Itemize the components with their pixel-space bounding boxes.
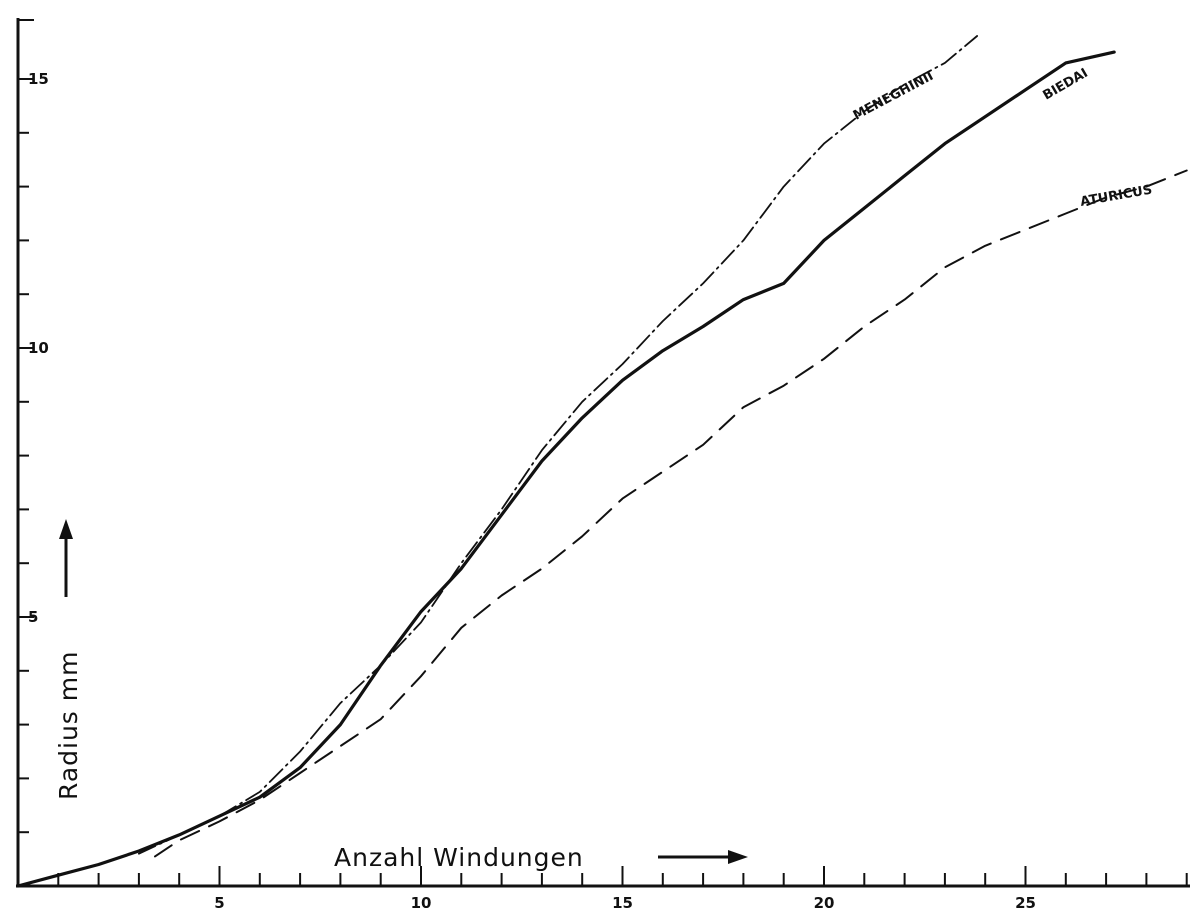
x-tick-label: 20 xyxy=(814,894,835,912)
axes xyxy=(16,18,1190,888)
x-tick-label: 15 xyxy=(612,894,633,912)
x-axis-arrow xyxy=(658,850,748,864)
y-axis-arrow xyxy=(59,519,73,597)
x-tick-label: 5 xyxy=(214,894,224,912)
label-group: BIEDAI MENEGHINII ATURICUS xyxy=(851,66,1154,210)
series-line-aturicus xyxy=(154,169,1188,858)
series-group xyxy=(16,35,1188,888)
series-label-aturicus: ATURICUS xyxy=(1079,183,1153,210)
x-axis-title: Anzahl Windungen xyxy=(334,843,584,872)
y-axis-title: Radius mm xyxy=(54,651,83,800)
y-tick-label: 15 xyxy=(28,70,49,88)
series-label-biedai: BIEDAI xyxy=(1041,66,1091,104)
series-label-meneghinii: MENEGHINII xyxy=(851,69,936,124)
series-line-meneghinii xyxy=(138,35,978,855)
series-line-biedai xyxy=(16,50,1116,888)
y-tick-label: 5 xyxy=(28,608,38,626)
y-tick-label: 10 xyxy=(28,339,49,357)
x-tick-label: 10 xyxy=(411,894,432,912)
tick-group: 5 10 15 20 25 5 10 15 xyxy=(18,70,1188,912)
x-tick-label: 25 xyxy=(1015,894,1036,912)
